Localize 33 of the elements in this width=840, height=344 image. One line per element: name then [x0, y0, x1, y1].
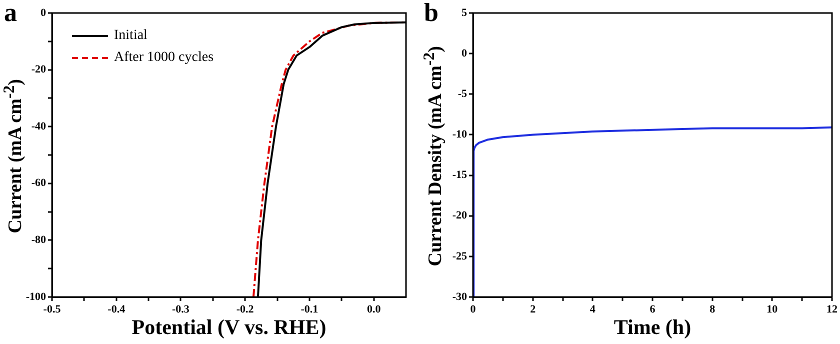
y-tick-label: -5	[458, 88, 468, 100]
y-tick-label: -30	[452, 290, 468, 303]
y-tick-label: 5	[462, 6, 468, 19]
y-tick-label: -40	[31, 120, 46, 132]
y-tick-label: -60	[31, 177, 46, 190]
x-tick-label: -0.3	[172, 303, 190, 316]
chart-title: a	[4, 0, 17, 27]
legend-label: Initial	[114, 28, 148, 44]
y-tick-label: 0	[40, 6, 46, 19]
x-tick-label: -0.2	[236, 303, 254, 316]
x-tick-label: 0	[470, 303, 476, 316]
y-tick-label: -10	[452, 128, 468, 141]
x-axis-title: Time (h)	[612, 315, 692, 340]
legend-label: After 1000 cycles	[114, 50, 214, 66]
x-tick-label: 0.0	[366, 303, 382, 316]
y-tick-label: -80	[31, 234, 46, 246]
chart-title: b	[424, 0, 438, 27]
y-tick-label: -25	[452, 250, 468, 262]
x-axis-title: Potential (V vs. RHE)	[130, 315, 328, 340]
x-tick-label: -0.4	[108, 303, 126, 316]
y-tick-label: -15	[452, 169, 468, 182]
x-tick-label: 12	[826, 303, 838, 316]
x-tick-label: 10	[766, 303, 778, 316]
y-tick-label: -100	[26, 290, 46, 303]
x-tick-label: -0.1	[300, 303, 318, 316]
x-tick-label: 8	[710, 303, 716, 316]
x-tick-label: 4	[590, 303, 596, 316]
y-tick-label: 0	[462, 47, 468, 60]
x-tick-label: 6	[650, 303, 656, 316]
y-tick-label: -20	[452, 210, 468, 222]
y-tick-label: -20	[31, 64, 46, 76]
x-tick-label: 2	[530, 303, 536, 316]
x-tick-label: -0.5	[43, 303, 62, 316]
